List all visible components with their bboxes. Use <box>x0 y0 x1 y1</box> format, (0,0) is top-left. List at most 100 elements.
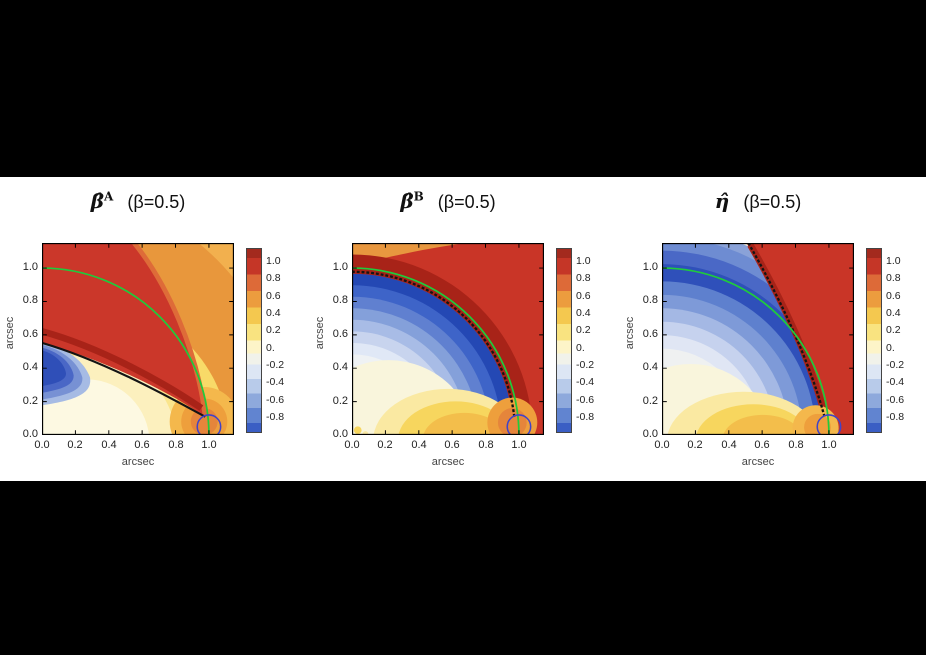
green-critical-curve <box>662 267 830 435</box>
panel-eta-hat: η̂ (β=0.5) arcsec 1.0 0.8 0.6 0.4 0.2 0.0 <box>624 177 922 481</box>
colorbar-tick-label: 0.4 <box>576 307 591 319</box>
colorbar-tick-label: -0.2 <box>886 359 905 371</box>
title-parameter: (β=0.5) <box>437 192 496 212</box>
y-tick-label: 0.6 <box>22 328 38 340</box>
colorbar-tick-label: -0.4 <box>886 376 905 388</box>
contour-plot-eta <box>662 243 854 435</box>
plot-frame <box>662 243 854 435</box>
green-critical-curve <box>42 267 210 435</box>
plot-title: η̂ (β=0.5) <box>658 189 858 214</box>
x-tick-label: 0.2 <box>377 439 393 451</box>
y-tick-label: 0.8 <box>642 294 658 306</box>
colorbar-tick-label: 0.4 <box>886 307 901 319</box>
colorbar-tick-label: 0.8 <box>886 272 901 284</box>
colorbar-tick-label: 0.8 <box>576 272 591 284</box>
colorbar-tick-label: 0.2 <box>886 324 901 336</box>
x-tick-label: 0.6 <box>444 439 460 451</box>
y-tick-label: 0.0 <box>332 428 348 440</box>
panel-beta-hat-a: β̂A (β=0.5) arcsec 1.0 0.8 0.6 0.4 0.2 0.… <box>4 177 302 481</box>
contour-fill-regions <box>662 243 854 435</box>
colorbar-tick-label: 0. <box>886 342 895 354</box>
x-tick-label: 1.0 <box>511 439 527 451</box>
x-tick-label: 0.0 <box>654 439 670 451</box>
colorbar-tick-label: 0.8 <box>266 272 281 284</box>
title-symbol: β̂ <box>400 189 414 213</box>
x-tick-label: 0.2 <box>67 439 83 451</box>
y-tick-label: 0.8 <box>22 294 38 306</box>
colorbar <box>246 248 262 433</box>
title-parameter: (β=0.5) <box>743 192 802 212</box>
plot-title: β̂A (β=0.5) <box>38 189 238 214</box>
colorbar-tick-label: 0.6 <box>886 290 901 302</box>
colorbar-tick-label: -0.6 <box>266 394 285 406</box>
colorbar-tick-label: -0.2 <box>266 359 285 371</box>
title-superscript: B <box>413 189 424 204</box>
x-axis-label: arcsec <box>741 456 775 468</box>
y-tick-label: 0.4 <box>332 361 348 373</box>
green-critical-curve <box>352 267 520 435</box>
axis-tick-marks <box>662 243 854 435</box>
y-tick-label: 0.4 <box>642 361 658 373</box>
panel-beta-hat-b: β̂B (β=0.5) arcsec 1.0 0.8 0.6 0.4 0.2 0.… <box>314 177 612 481</box>
y-tick-label: 0.6 <box>642 328 658 340</box>
colorbar-tick-label: -0.8 <box>266 411 285 423</box>
plot-title: β̂B (β=0.5) <box>348 189 548 214</box>
y-tick-label: 0.2 <box>642 395 658 407</box>
colorbar-tick-label: -0.4 <box>266 376 285 388</box>
title-symbol: β̂ <box>90 189 105 213</box>
colorbar-tick-label: 0.4 <box>266 307 281 319</box>
title-parameter: (β=0.5) <box>127 192 186 212</box>
x-tick-label: 0.6 <box>134 439 150 451</box>
contour-plot-b <box>352 243 544 435</box>
plot-frame <box>352 243 544 435</box>
colorbar-tick-label: 1.0 <box>886 255 901 267</box>
y-tick-label: 0.2 <box>332 395 348 407</box>
x-tick-label: 0.0 <box>34 439 50 451</box>
blue-caustic-circle <box>196 414 222 435</box>
colorbar-tick-label: -0.6 <box>886 394 905 406</box>
colorbar <box>556 248 572 433</box>
colorbar-tick-label: 0.6 <box>576 290 591 302</box>
x-tick-label: 1.0 <box>201 439 217 451</box>
x-tick-label: 0.8 <box>478 439 494 451</box>
y-tick-label: 0.8 <box>332 294 348 306</box>
colorbar-tick-label: 0. <box>576 342 585 354</box>
x-tick-label: 0.4 <box>101 439 117 451</box>
colorbar-tick-label: -0.4 <box>576 376 595 388</box>
y-tick-label: 0.2 <box>22 395 38 407</box>
title-superscript: A <box>104 189 114 204</box>
colorbar-tick-label: 0.2 <box>266 324 281 336</box>
y-tick-label: 1.0 <box>332 261 348 273</box>
blue-caustic-circle <box>506 414 532 435</box>
y-tick-label: 0.0 <box>22 428 38 440</box>
title-symbol: η̂ <box>714 189 730 213</box>
x-tick-label: 0.8 <box>788 439 804 451</box>
contour-fill-regions <box>42 243 234 435</box>
x-tick-label: 0.6 <box>754 439 770 451</box>
x-tick-label: 0.0 <box>344 439 360 451</box>
axis-tick-marks <box>352 243 544 435</box>
colorbar-tick-label: -0.8 <box>886 411 905 423</box>
x-tick-label: 0.8 <box>168 439 184 451</box>
x-tick-label: 0.2 <box>687 439 703 451</box>
colorbar-tick-label: 0.6 <box>266 290 281 302</box>
x-tick-label: 0.4 <box>411 439 427 451</box>
y-tick-label: 1.0 <box>22 261 38 273</box>
colorbar-tick-label: -0.6 <box>576 394 595 406</box>
colorbar-tick-label: 0.2 <box>576 324 591 336</box>
contour-fill-regions <box>352 243 544 435</box>
x-tick-label: 1.0 <box>821 439 837 451</box>
colorbar <box>866 248 882 433</box>
y-tick-label: 1.0 <box>642 261 658 273</box>
colorbar-tick-label: -0.8 <box>576 411 595 423</box>
contour-plot-b-svg <box>352 243 544 435</box>
y-tick-label: 0.0 <box>642 428 658 440</box>
figure-white-band: β̂A (β=0.5) arcsec 1.0 0.8 0.6 0.4 0.2 0.… <box>0 177 926 481</box>
colorbar-tick-label: -0.2 <box>576 359 595 371</box>
colorbar-tick-label: 0. <box>266 342 275 354</box>
blue-caustic-circle <box>816 414 842 435</box>
colorbar-tick-label: 1.0 <box>576 255 591 267</box>
colorbar-tick-label: 1.0 <box>266 255 281 267</box>
y-tick-label: 0.4 <box>22 361 38 373</box>
